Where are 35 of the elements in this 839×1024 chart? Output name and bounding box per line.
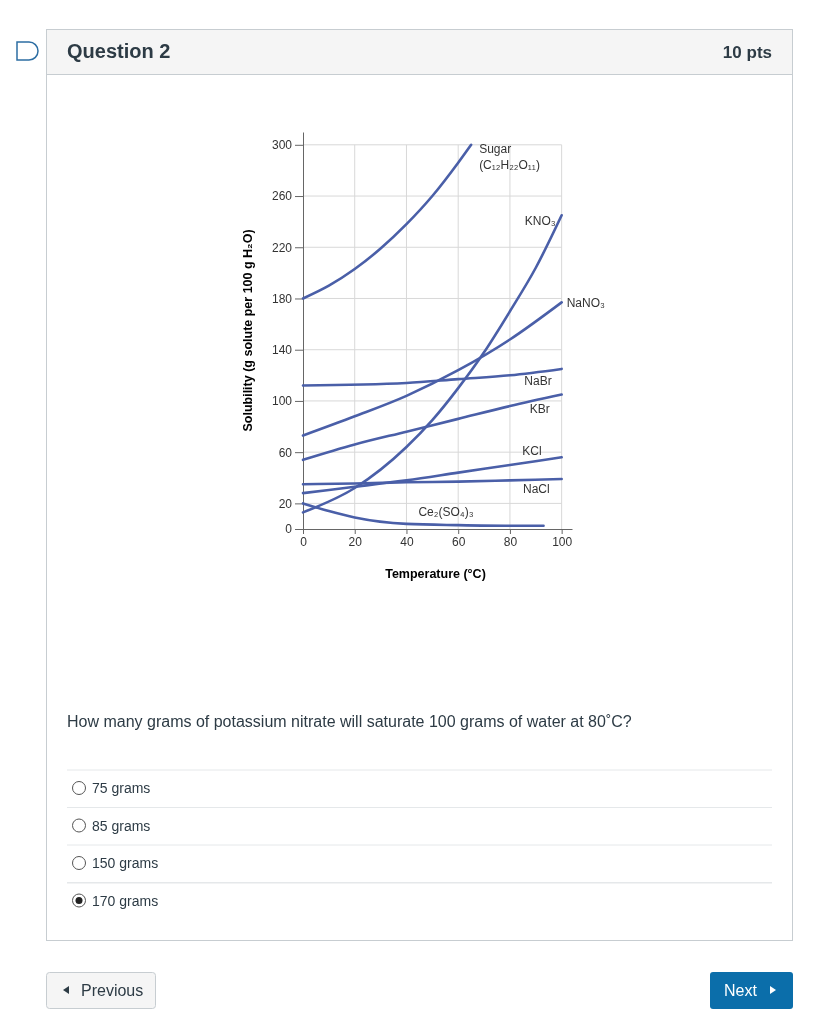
series-label: Ce₂(SO₄)₃ <box>418 504 474 519</box>
text: 150 grams <box>92 855 159 871</box>
y-tick-label: 260 <box>271 189 293 204</box>
series-label: NaNO₃ <box>566 296 605 311</box>
text: 170 grams <box>92 892 159 909</box>
y-axis-title: Solubility (g solute per 100 g H₂O) <box>241 229 255 432</box>
text: 85 grams <box>92 817 151 834</box>
text: Question 2 <box>67 40 171 62</box>
series-label: NaBr <box>524 373 552 388</box>
text: How many grams of potassium nitrate will saturate 100 grams of water at 80˚C? <box>67 713 632 730</box>
x-tick-label: 100 <box>552 534 573 549</box>
y-tick-label: 0 <box>285 522 293 537</box>
series-label: Sugar (C₁₂H₂₂O₁₁) <box>479 141 540 172</box>
x-tick-label: 0 <box>300 534 308 549</box>
text: Previous <box>81 982 144 999</box>
y-tick-label: 300 <box>271 138 293 153</box>
x-tick-label: 80 <box>503 534 518 549</box>
x-axis-title: Temperature (°C) <box>385 567 486 581</box>
series-label: KCl <box>522 444 542 459</box>
y-tick-label: 100 <box>271 394 293 409</box>
line-series <box>301 143 473 300</box>
x-tick-label: 60 <box>452 534 466 549</box>
y-tick-label: 180 <box>271 291 293 306</box>
series-label: KBr <box>529 401 550 416</box>
y-tick-label: 60 <box>278 445 293 460</box>
x-tick-label: 40 <box>400 534 414 549</box>
x-tick-label: 20 <box>348 534 363 549</box>
text: 10 pts <box>722 43 772 62</box>
y-tick-label: 20 <box>278 496 293 511</box>
y-tick-label: 140 <box>271 343 293 358</box>
series-label: NaCl <box>522 482 550 497</box>
text: 75 grams <box>92 780 151 796</box>
text: Next <box>724 982 758 999</box>
y-tick-label: 220 <box>271 240 293 255</box>
series-label: KNO₃ <box>524 214 556 229</box>
